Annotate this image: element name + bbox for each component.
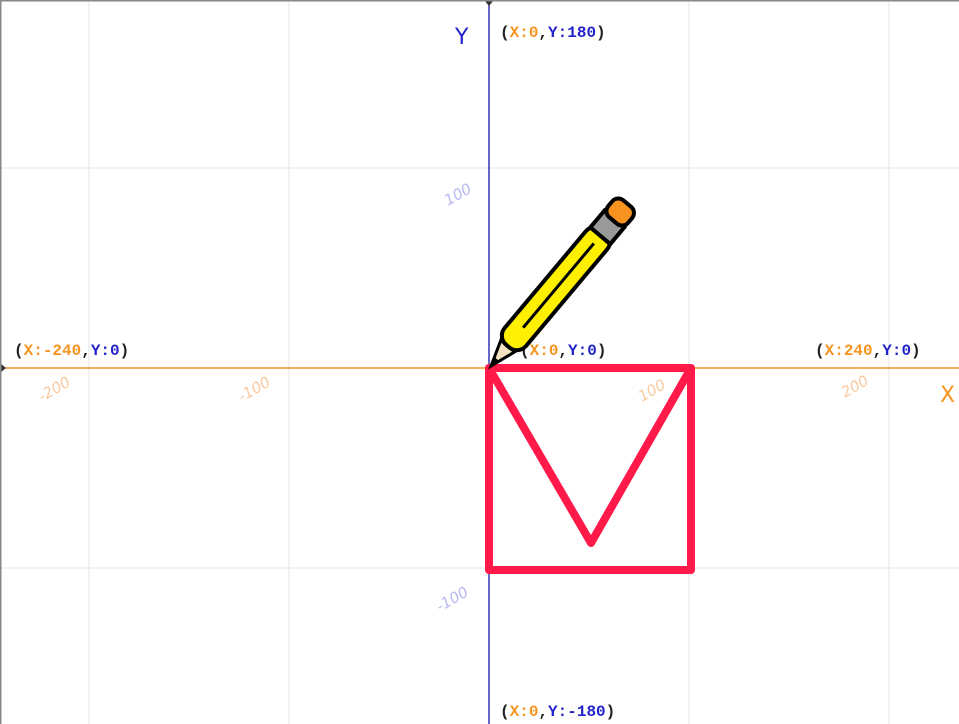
label-segment: , bbox=[81, 342, 91, 360]
label-segment: , bbox=[538, 24, 548, 42]
label-segment: ) bbox=[606, 703, 616, 721]
label-segment: Y:0 bbox=[568, 342, 597, 360]
label-segment: ) bbox=[596, 24, 606, 42]
coordinate-label: (X:0,Y:-180) bbox=[500, 703, 615, 721]
label-segment: ) bbox=[911, 342, 921, 360]
label-segment: , bbox=[538, 703, 548, 721]
coordinate-label: (X:0,Y:0) bbox=[520, 342, 606, 360]
label-segment: X:0 bbox=[510, 24, 539, 42]
label-segment: ) bbox=[120, 342, 130, 360]
y-axis-name: Y bbox=[454, 25, 469, 50]
label-segment: Y:180 bbox=[548, 24, 596, 42]
label-segment: Y:0 bbox=[882, 342, 911, 360]
label-segment: ( bbox=[815, 342, 825, 360]
label-segment: Y:0 bbox=[91, 342, 120, 360]
label-segment: X:0 bbox=[510, 703, 539, 721]
stage-background bbox=[0, 0, 959, 724]
coordinate-label: (X:0,Y:180) bbox=[500, 24, 606, 42]
label-segment: , bbox=[558, 342, 568, 360]
label-segment: , bbox=[873, 342, 883, 360]
label-segment: ( bbox=[500, 24, 510, 42]
label-segment: X:0 bbox=[530, 342, 559, 360]
label-segment: X:-240 bbox=[24, 342, 82, 360]
x-axis-name: X bbox=[940, 383, 955, 408]
coordinate-label: (X:-240,Y:0) bbox=[14, 342, 129, 360]
label-segment: ) bbox=[597, 342, 607, 360]
label-segment: Y:-180 bbox=[548, 703, 606, 721]
label-segment: ( bbox=[500, 703, 510, 721]
label-segment: ( bbox=[14, 342, 24, 360]
coordinate-label: (X:240,Y:0) bbox=[815, 342, 921, 360]
stage: Y X -200-100100200100-100 (X:0,Y:180)(X:… bbox=[0, 0, 959, 724]
label-segment: X:240 bbox=[825, 342, 873, 360]
